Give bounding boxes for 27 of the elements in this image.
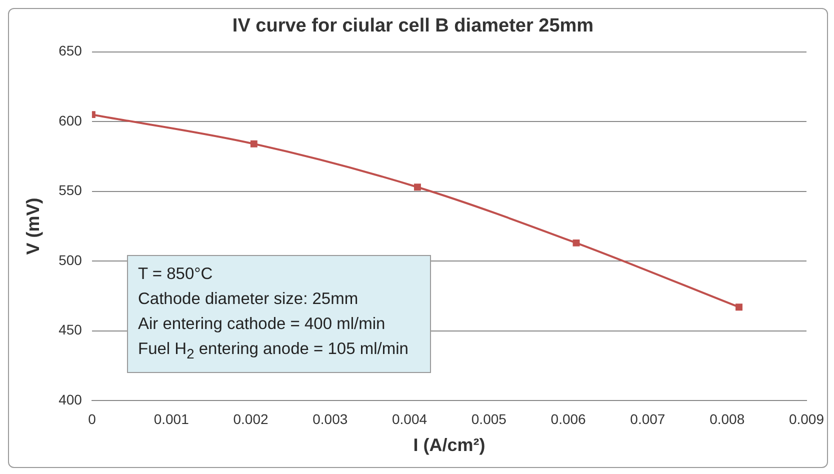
x-tick-label: 0.001 [154, 410, 190, 427]
x-tick-label: 0.003 [312, 410, 348, 427]
x-tick-label: 0.006 [550, 410, 586, 427]
y-tick-label: 600 [58, 112, 82, 128]
x-axis-title: I (A/cm²) [413, 435, 486, 456]
y-tick-label: 400 [58, 391, 82, 408]
x-tick-label: 0.009 [788, 410, 824, 427]
y-tick-label: 500 [58, 252, 82, 268]
x-tick-label: 0.002 [233, 410, 268, 427]
y-tick-label: 650 [58, 42, 82, 59]
y-tick-label: 550 [58, 182, 82, 198]
annotation: T = 850°C [138, 264, 214, 285]
annotation: Fuel H$_{2}$ entering anode = 105 ml/min [138, 339, 408, 364]
chart-title: IV curve for ciular cell B diameter 25mm [232, 16, 594, 37]
y-axis-title: V (mV) [22, 198, 43, 255]
point [414, 184, 421, 191]
point [736, 304, 742, 311]
x-tick-label: 0.004 [392, 410, 428, 427]
x-tick-label: 0 [88, 410, 96, 427]
x-tick-label: 0.005 [471, 410, 507, 427]
point [572, 239, 580, 246]
annotation: Air entering cathode = 400 ml/min [138, 314, 386, 335]
x-tick-label: 0.008 [710, 410, 745, 427]
point [250, 140, 258, 148]
annotation: Cathode diameter size: 25mm [138, 289, 360, 310]
y-tick-label: 450 [58, 322, 82, 338]
x-tick-label: 0.007 [630, 410, 666, 427]
